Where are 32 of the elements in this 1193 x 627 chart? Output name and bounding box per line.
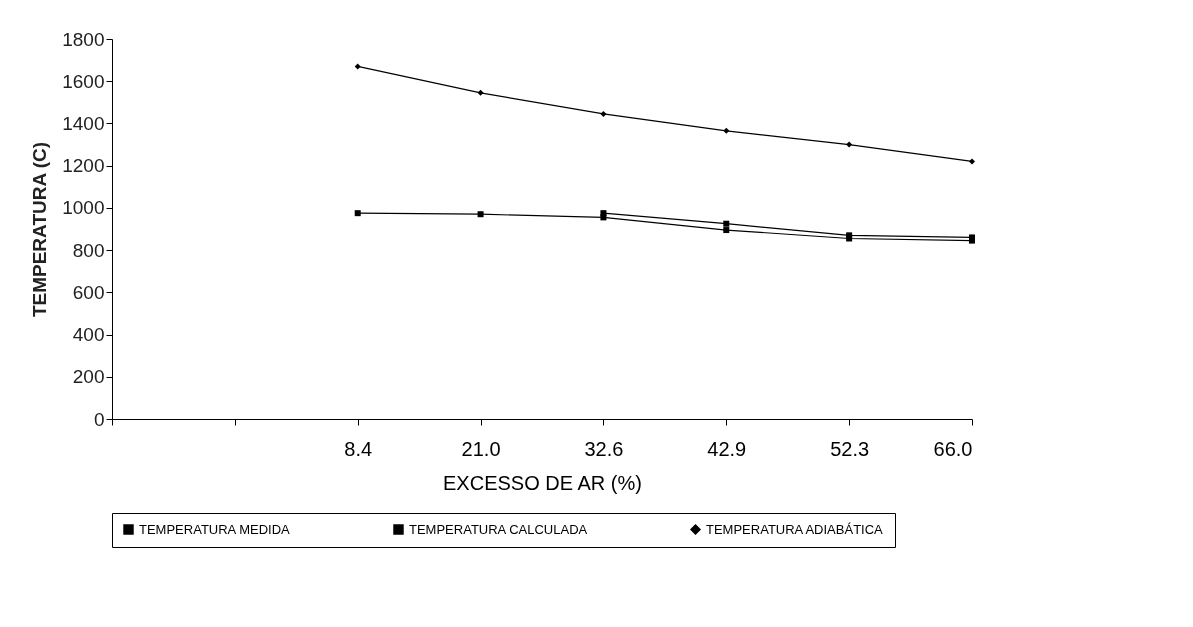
y-tick-label: 1400 <box>62 112 105 134</box>
y-tick-label: 600 <box>72 281 105 303</box>
y-tick-label: 1600 <box>62 70 105 92</box>
point <box>723 127 730 134</box>
point <box>477 89 484 96</box>
y-tick-label: 400 <box>72 324 105 346</box>
legend-label: TEMPERATURA CALCULADA <box>409 521 588 537</box>
x-tick-label: 32.6 <box>584 437 624 460</box>
x-tick-label: 66.0 <box>933 437 973 460</box>
point <box>723 227 730 234</box>
y-tick-label: 1800 <box>62 28 105 50</box>
point <box>354 210 361 217</box>
point <box>477 211 484 218</box>
point <box>600 210 607 217</box>
legend-label: TEMPERATURA ADIABÁTICA <box>706 521 884 537</box>
point <box>723 220 730 227</box>
point <box>600 110 607 117</box>
point <box>354 63 361 70</box>
y-tick-label: 0 <box>93 408 105 430</box>
y-axis-title: TEMPERATURA (C) <box>29 141 51 318</box>
x-tick-label: 52.3 <box>830 437 870 460</box>
y-tick-label: 1000 <box>62 197 105 219</box>
y-tick-label: 800 <box>72 239 105 261</box>
y-tick-label: 200 <box>72 366 105 388</box>
x-axis-title: EXCESSO DE AR (%) <box>443 471 642 494</box>
point <box>846 141 853 148</box>
point <box>969 158 975 165</box>
x-tick-label: 21.0 <box>461 437 501 460</box>
y-tick-label: 1200 <box>62 155 105 177</box>
legend-label: TEMPERATURA MEDIDA <box>139 521 291 537</box>
x-tick-label: 42.9 <box>707 437 747 460</box>
x-tick-label: 8.4 <box>344 437 373 460</box>
